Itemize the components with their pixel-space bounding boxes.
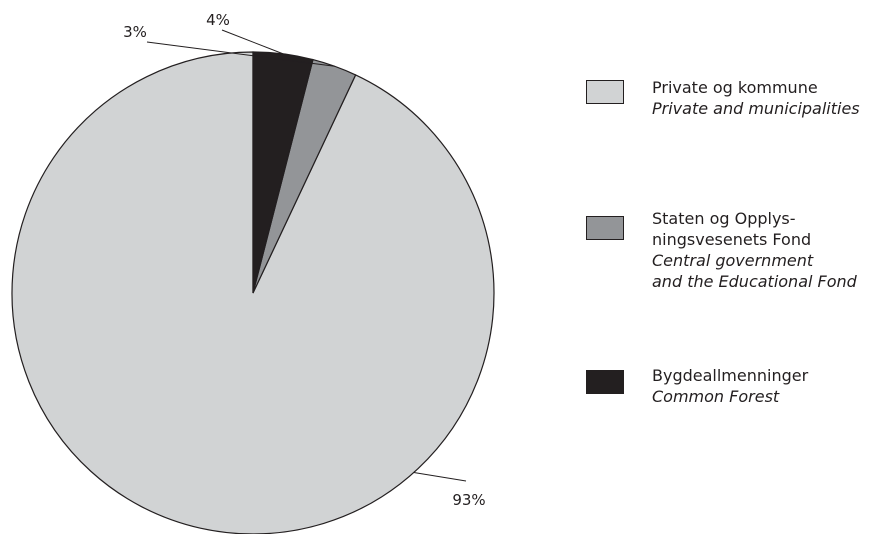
leader-line-3 (146, 41, 335, 67)
label-4-percent: 4% (206, 11, 230, 29)
legend-swatch-government (586, 216, 624, 240)
label-3-percent: 3% (123, 23, 147, 41)
legend-label-common-forest: Bygdeallmenninger (652, 366, 809, 385)
leader-line-4 (221, 29, 284, 55)
legend-label-private-en: Private and municipalities (652, 99, 860, 118)
legend-label-government-2: ningsvesenets Fond (652, 230, 812, 249)
legend-label-government-en-1: Central government (652, 251, 814, 270)
legend-swatch-private (586, 80, 624, 104)
label-93-percent: 93% (452, 491, 485, 509)
legend-label-common-forest-en: Common Forest (652, 387, 780, 406)
legend-label-government-en-2: and the Educational Fond (652, 272, 857, 291)
leader-line-93 (413, 471, 467, 482)
slice-common-forest (252, 51, 314, 294)
legend-swatch-common-forest (586, 370, 624, 394)
legend-label-private: Private og kommune (652, 78, 818, 97)
legend-label-government-1: Staten og Opplys- (652, 209, 796, 228)
